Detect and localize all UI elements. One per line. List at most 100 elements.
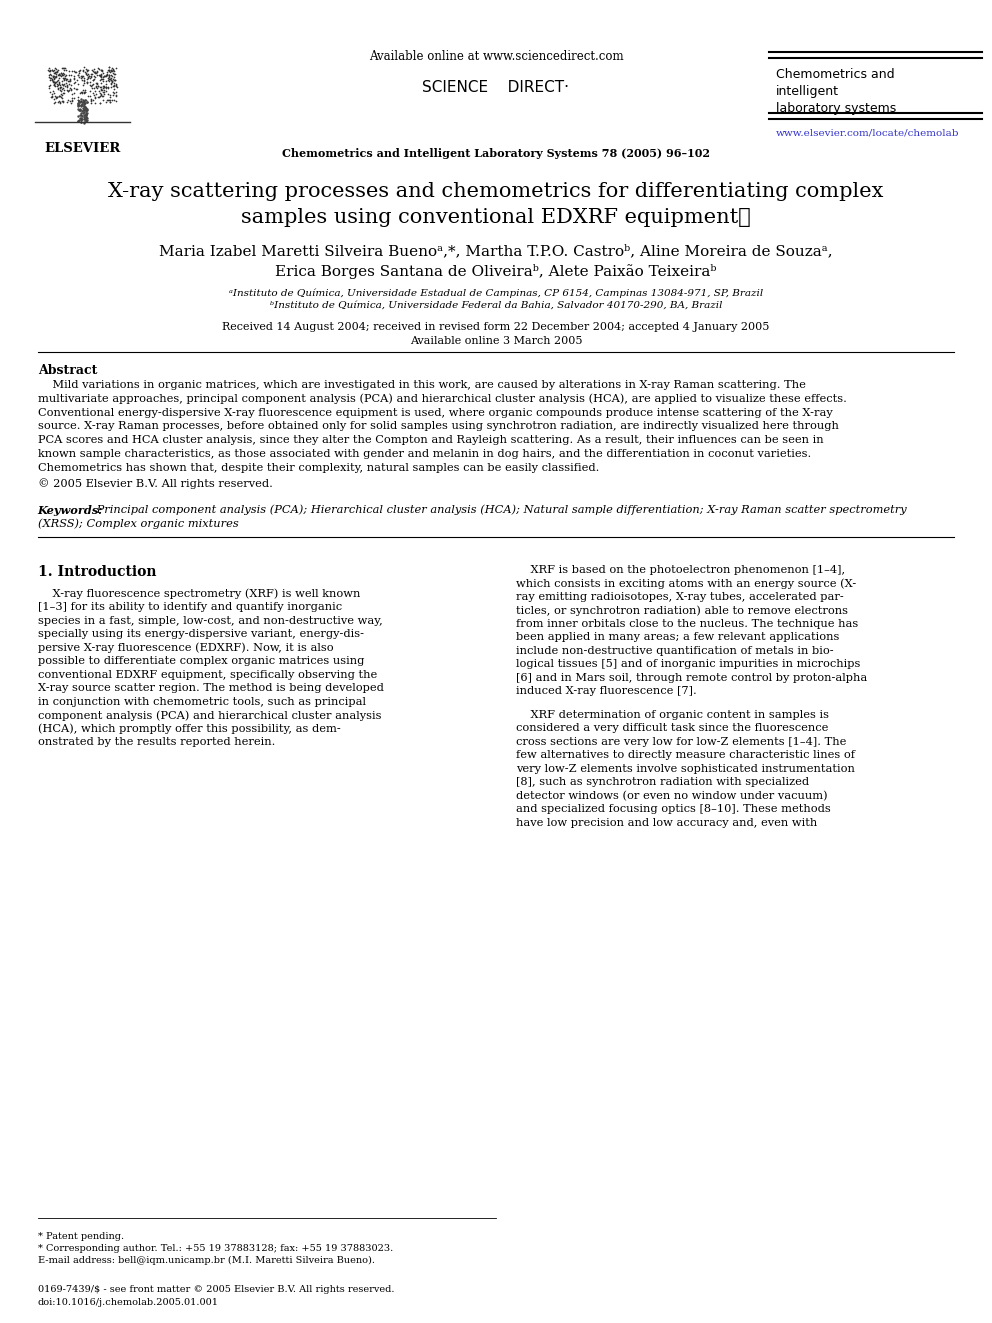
Point xyxy=(64,60,80,81)
Point xyxy=(55,78,70,99)
Point xyxy=(98,77,114,98)
Point xyxy=(101,57,117,78)
Point xyxy=(85,82,101,103)
Point xyxy=(72,94,88,115)
Point xyxy=(52,73,67,94)
Point xyxy=(77,108,93,130)
Point xyxy=(46,74,62,95)
Point xyxy=(106,70,122,91)
Point xyxy=(51,69,66,90)
Point xyxy=(90,75,106,97)
Point xyxy=(64,83,80,105)
Text: detector windows (or even no window under vacuum): detector windows (or even no window unde… xyxy=(516,791,827,800)
Point xyxy=(78,110,94,131)
Text: cross sections are very low for low-Z elements [1–4]. The: cross sections are very low for low-Z el… xyxy=(516,737,846,746)
Point xyxy=(53,62,68,83)
Point xyxy=(46,71,62,93)
Point xyxy=(91,58,107,79)
Point xyxy=(56,69,71,90)
Point xyxy=(75,79,91,101)
Point xyxy=(59,64,74,85)
Point xyxy=(46,67,62,89)
Text: which consists in exciting atoms with an energy source (X-: which consists in exciting atoms with an… xyxy=(516,578,856,589)
Point xyxy=(51,74,66,95)
Point xyxy=(45,70,61,91)
Point xyxy=(77,82,93,103)
Point xyxy=(55,64,70,85)
Point xyxy=(60,77,75,98)
Point xyxy=(54,77,69,98)
Point xyxy=(71,91,87,112)
Point xyxy=(51,65,66,86)
Point xyxy=(69,95,85,116)
Point xyxy=(105,58,121,79)
Point xyxy=(98,65,114,86)
Point xyxy=(69,94,85,115)
Point xyxy=(74,101,90,122)
Point xyxy=(82,91,98,112)
Point xyxy=(103,60,119,81)
Point xyxy=(99,64,115,85)
Point xyxy=(66,61,82,82)
Point xyxy=(85,73,101,94)
Point xyxy=(66,87,82,108)
Point xyxy=(46,66,62,87)
Point xyxy=(68,61,84,82)
Point xyxy=(102,61,118,82)
Text: in conjunction with chemometric tools, such as principal: in conjunction with chemometric tools, s… xyxy=(38,697,366,706)
Point xyxy=(47,66,62,87)
Point xyxy=(75,74,91,95)
Text: PCA scores and HCA cluster analysis, since they alter the Compton and Rayleigh s: PCA scores and HCA cluster analysis, sin… xyxy=(38,435,823,446)
Point xyxy=(108,75,124,97)
Point xyxy=(60,75,75,97)
Point xyxy=(57,57,72,78)
Point xyxy=(100,89,116,110)
Point xyxy=(101,65,117,86)
Point xyxy=(66,78,82,99)
Point xyxy=(71,62,87,83)
Point xyxy=(76,111,92,132)
Text: Chemometrics and Intelligent Laboratory Systems 78 (2005) 96–102: Chemometrics and Intelligent Laboratory … xyxy=(282,148,710,159)
Text: www.elsevier.com/locate/chemolab: www.elsevier.com/locate/chemolab xyxy=(776,128,959,138)
Point xyxy=(77,105,93,126)
Point xyxy=(47,89,62,110)
Text: conventional EDXRF equipment, specifically observing the: conventional EDXRF equipment, specifical… xyxy=(38,669,377,680)
Point xyxy=(77,101,93,122)
Point xyxy=(54,70,69,91)
Point xyxy=(48,66,63,87)
Point xyxy=(59,60,74,81)
Point xyxy=(44,69,60,90)
Text: laboratory systems: laboratory systems xyxy=(776,102,896,115)
Point xyxy=(47,73,62,94)
Point xyxy=(101,60,117,81)
Point xyxy=(94,60,110,81)
Point xyxy=(84,77,100,98)
Point xyxy=(100,67,116,89)
Text: © 2005 Elsevier B.V. All rights reserved.: © 2005 Elsevier B.V. All rights reserved… xyxy=(38,479,273,490)
Point xyxy=(79,71,95,93)
Point xyxy=(49,70,64,91)
Point xyxy=(52,71,67,93)
Point xyxy=(66,67,82,89)
Point xyxy=(78,111,94,132)
Text: Erica Borges Santana de Oliveiraᵇ, Alete Paixão Teixeiraᵇ: Erica Borges Santana de Oliveiraᵇ, Alete… xyxy=(275,265,717,279)
Point xyxy=(52,85,67,106)
Text: onstrated by the results reported herein.: onstrated by the results reported herein… xyxy=(38,737,275,747)
Point xyxy=(76,112,92,134)
Point xyxy=(62,93,78,114)
Point xyxy=(85,69,101,90)
Point xyxy=(102,69,118,90)
Point xyxy=(47,71,62,93)
Point xyxy=(82,66,98,87)
Point xyxy=(58,65,73,86)
Point xyxy=(74,82,90,103)
Point xyxy=(76,102,92,123)
Text: * Patent pending.: * Patent pending. xyxy=(38,1232,124,1241)
Point xyxy=(46,66,62,87)
Point xyxy=(95,77,111,98)
Point xyxy=(53,83,68,105)
Point xyxy=(72,105,88,126)
Point xyxy=(88,75,104,97)
Point xyxy=(91,65,107,86)
Point xyxy=(101,69,117,90)
